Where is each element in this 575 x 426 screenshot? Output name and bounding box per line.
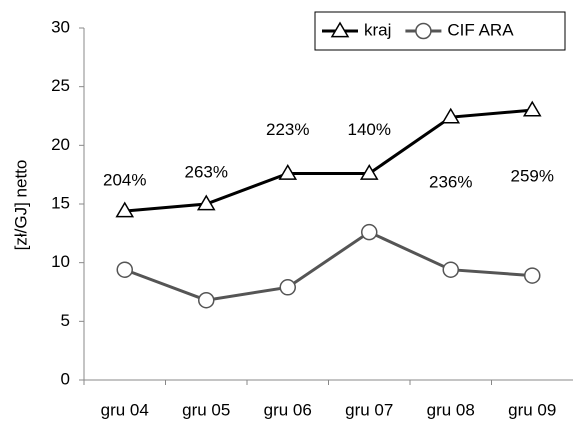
annotation: 236% <box>429 173 472 192</box>
y-tick-label: 20 <box>51 135 70 154</box>
y-tick-label: 25 <box>51 76 70 95</box>
y-tick-label: 0 <box>61 369 70 388</box>
annotation: 204% <box>103 171 146 190</box>
annotation: 223% <box>266 120 309 139</box>
legend-marker <box>415 22 432 40</box>
x-tick-label: gru 08 <box>427 400 475 419</box>
y-tick-label: 10 <box>51 252 70 271</box>
x-tick-label: gru 09 <box>508 400 556 419</box>
data-point <box>522 100 542 117</box>
x-tick-label: gru 07 <box>345 400 393 419</box>
data-point <box>361 223 378 241</box>
annotation: 263% <box>185 162 228 181</box>
data-point <box>196 194 216 211</box>
data-point <box>524 267 541 284</box>
y-tick-label: 30 <box>51 17 70 36</box>
x-tick-label: gru 05 <box>182 400 230 419</box>
annotation: 140% <box>348 120 391 139</box>
legend-label: kraj <box>364 20 391 39</box>
series-line <box>124 108 533 213</box>
data-point <box>359 164 379 180</box>
x-tick-label: gru 06 <box>264 400 312 419</box>
data-point <box>442 261 459 278</box>
annotation: 259% <box>511 167 554 186</box>
series-line <box>124 230 533 302</box>
legend-label: CIF ARA <box>447 20 514 39</box>
data-point <box>441 107 461 124</box>
data-point <box>279 279 296 296</box>
data-point <box>198 291 215 309</box>
legend-marker <box>330 21 350 38</box>
y-tick-label: 15 <box>51 193 70 212</box>
data-point <box>115 201 135 218</box>
x-tick-label: gru 04 <box>101 400 149 419</box>
y-tick-label: 5 <box>61 311 70 330</box>
data-point <box>278 164 298 180</box>
y-axis-label: [zł/GJ] netto <box>11 160 30 251</box>
data-point <box>116 261 133 278</box>
